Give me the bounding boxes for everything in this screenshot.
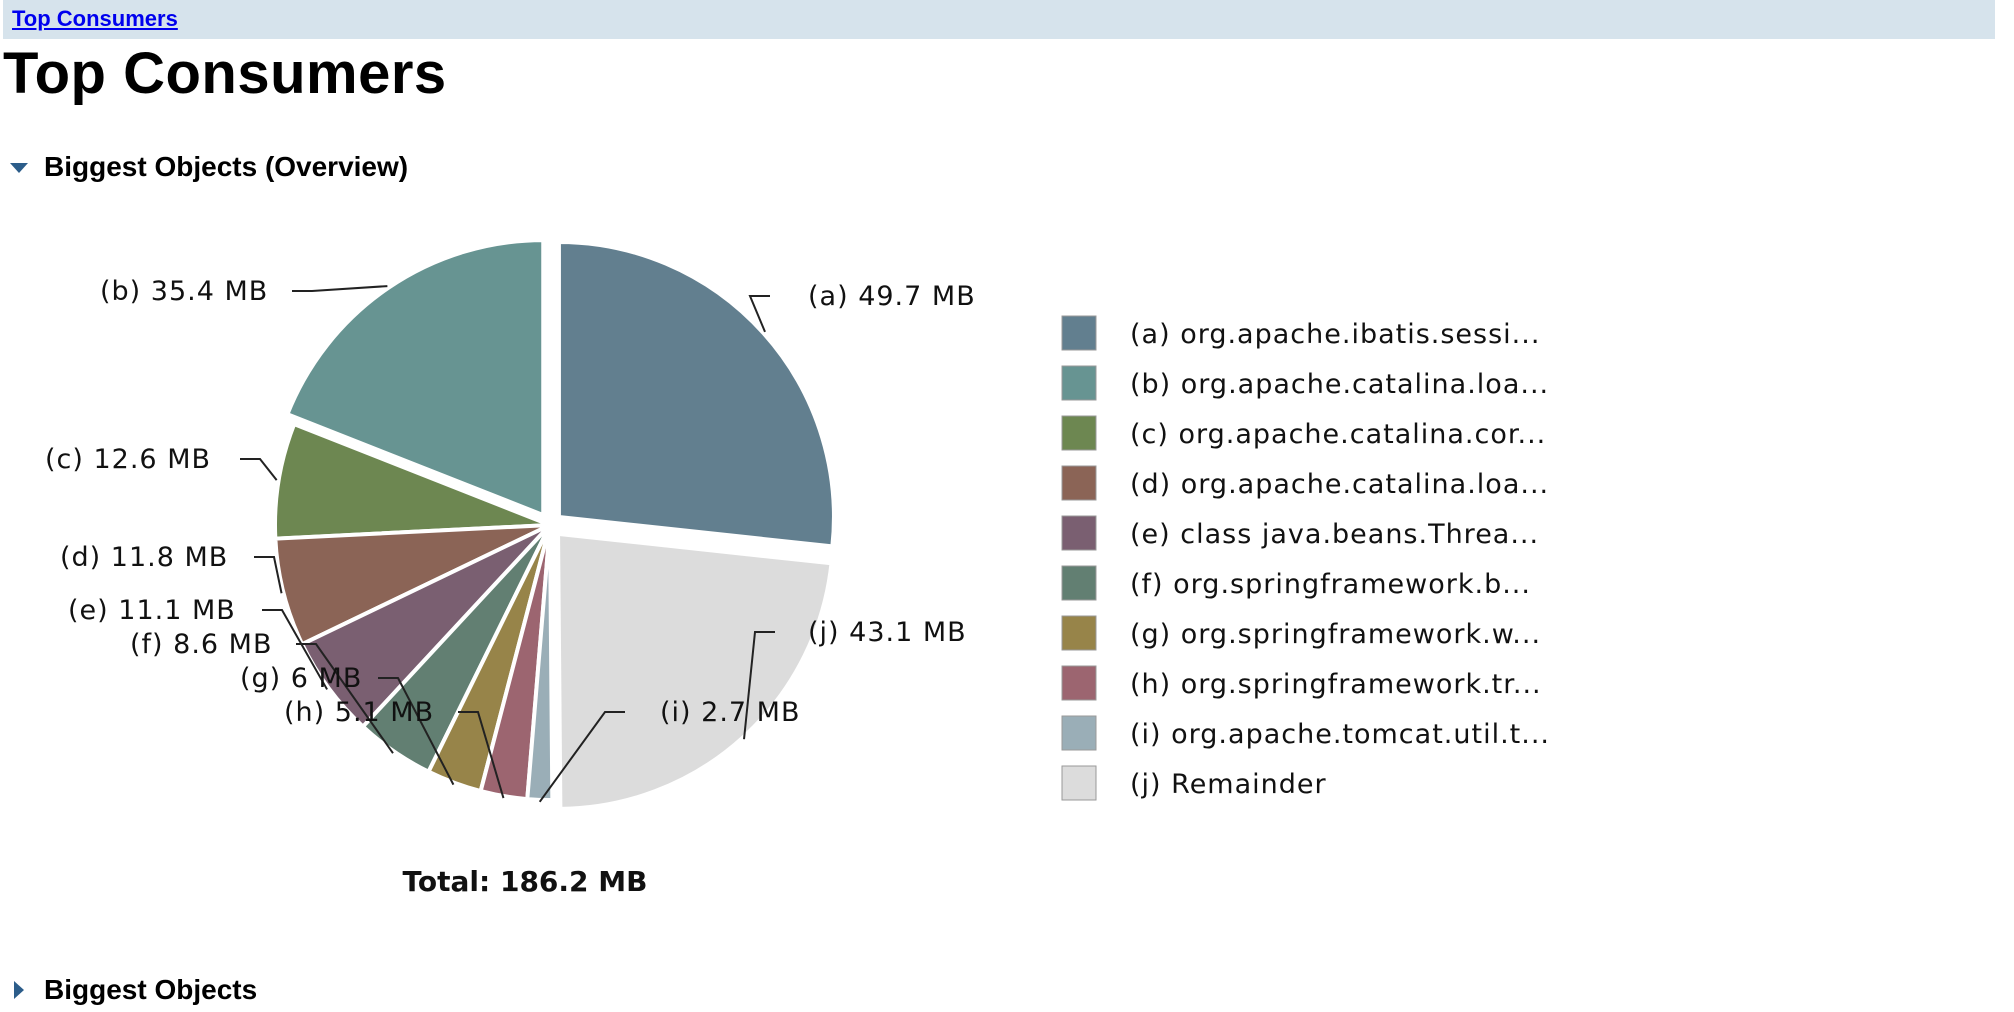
breadcrumb: Top Consumers — [3, 0, 1995, 39]
legend-swatch — [1061, 415, 1097, 451]
legend-item-label: (e) class java.beans.Threa... — [1130, 519, 1539, 550]
triangle-down-icon[interactable] — [8, 156, 30, 178]
section-title: Biggest Objects (Overview) — [44, 151, 409, 182]
pie-slice[interactable] — [273, 421, 551, 541]
leader-line — [743, 631, 775, 740]
chart-total-label: Total: 186.2 MB — [403, 865, 648, 898]
legend-item-label: (f) org.springframework.b... — [1130, 569, 1531, 600]
legend-item-label: (g) org.springframework.w... — [1130, 619, 1541, 650]
slice-value-label: (g) 6 MB — [240, 663, 362, 694]
section-title: Biggest Objects — [44, 974, 258, 1005]
legend-swatch — [1061, 315, 1097, 351]
leader-line — [262, 609, 328, 690]
slice-value-label: (d) 11.8 MB — [60, 542, 228, 573]
legend-swatch — [1061, 715, 1097, 751]
legend-swatch — [1061, 565, 1097, 601]
slice-value-label: (b) 35.4 MB — [100, 276, 268, 307]
legend-item-label: (i) org.apache.tomcat.util.t... — [1130, 719, 1550, 750]
page-title: Top Consumers — [3, 41, 447, 106]
leader-line — [458, 711, 505, 799]
legend-item-label: (j) Remainder — [1130, 769, 1327, 800]
legend-item-label: (b) org.apache.catalina.loa... — [1130, 369, 1549, 400]
legend-swatch — [1061, 615, 1097, 651]
leader-line — [296, 643, 394, 754]
leader-line — [254, 556, 283, 594]
legend-swatch — [1061, 365, 1097, 401]
leader-line — [240, 458, 278, 481]
leader-line — [378, 677, 455, 786]
slice-value-label: (j) 43.1 MB — [808, 617, 967, 648]
pie-slice[interactable] — [525, 524, 555, 802]
breadcrumb-link-top-consumers[interactable]: Top Consumers — [12, 6, 178, 31]
slice-value-label: (i) 2.7 MB — [660, 697, 801, 728]
leader-line — [538, 711, 625, 803]
section-header-biggest-objects[interactable]: Biggest Objects — [8, 973, 257, 1007]
legend-swatch — [1061, 515, 1097, 551]
slice-value-label: (a) 49.7 MB — [808, 281, 976, 312]
slice-value-label: (h) 5.1 MB — [284, 697, 434, 728]
legend-item-label: (h) org.springframework.tr... — [1130, 669, 1542, 700]
triangle-right-icon[interactable] — [8, 979, 30, 1001]
leader-line — [292, 285, 388, 292]
section-header-overview[interactable]: Biggest Objects (Overview) — [8, 150, 408, 184]
legend-item-label: (d) org.apache.catalina.loa... — [1130, 469, 1549, 500]
slice-value-label: (e) 11.1 MB — [68, 595, 236, 626]
pie-slice[interactable] — [556, 239, 836, 549]
legend-swatch — [1061, 465, 1097, 501]
pie-slice[interactable] — [284, 238, 546, 519]
chart-legend: (a) org.apache.ibatis.sessi... (b) org.ap… — [1061, 315, 1550, 801]
legend-item-label: (c) org.apache.catalina.cor... — [1130, 419, 1546, 450]
legend-swatch — [1061, 765, 1097, 801]
slice-value-label: (c) 12.6 MB — [45, 444, 211, 475]
slice-value-label: (f) 8.6 MB — [130, 629, 273, 660]
pie-slice[interactable] — [556, 531, 834, 811]
legend-item-label: (a) org.apache.ibatis.sessi... — [1130, 319, 1540, 350]
pie-chart: (a) 49.7 MB (b) 35.4 MB (c) 12.6 MB (d) 11.… — [45, 238, 1550, 898]
leader-line — [748, 295, 770, 333]
legend-swatch — [1061, 665, 1097, 701]
